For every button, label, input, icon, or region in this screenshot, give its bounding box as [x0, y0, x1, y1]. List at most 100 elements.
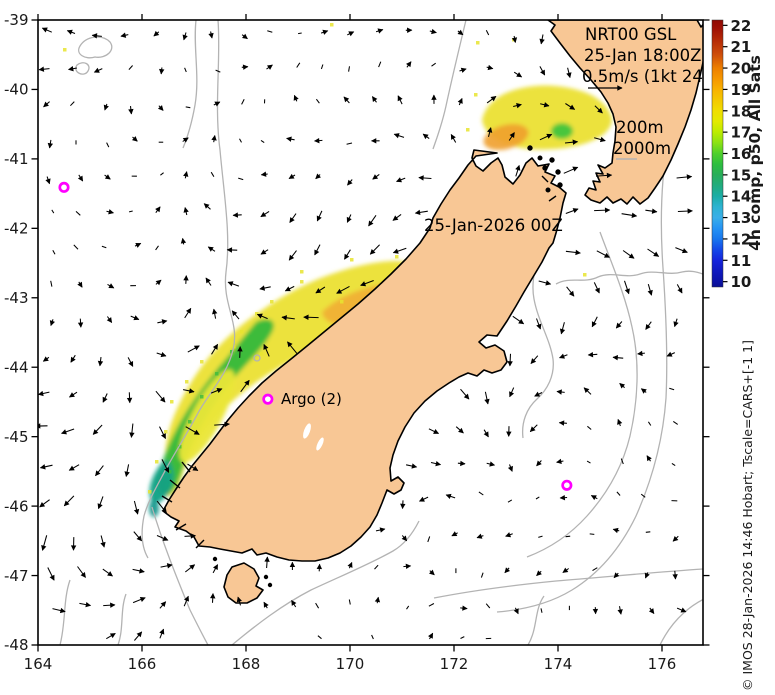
current-vector-arrow	[620, 458, 624, 465]
current-vector-arrow	[156, 351, 167, 358]
isobath-contour	[432, 20, 467, 150]
current-vector-arrow	[592, 567, 598, 572]
current-vector-arrow	[374, 564, 379, 570]
current-vector-arrow	[540, 102, 550, 108]
current-vector-arrow	[451, 531, 458, 537]
colorbar-tick-label: 11	[731, 252, 752, 270]
current-vector-arrow	[187, 345, 200, 353]
current-vector-arrow	[513, 607, 519, 615]
current-vector-arrow	[68, 391, 78, 398]
isobath-contour	[59, 579, 71, 645]
y-tick-label: -44	[4, 358, 29, 376]
current-vector-arrow	[565, 208, 579, 214]
current-vector-arrow	[647, 283, 653, 296]
current-vector-arrow	[348, 66, 351, 72]
current-vector-arrow	[565, 249, 581, 256]
current-vector-arrow	[73, 244, 79, 250]
current-vector-arrow	[227, 281, 240, 287]
current-vector-arrow	[68, 66, 77, 72]
current-vector-arrow	[476, 533, 484, 539]
current-vector-arrow	[156, 500, 167, 514]
current-vector-arrow	[155, 206, 161, 214]
current-vector-arrow	[676, 284, 683, 294]
sst-speckle	[240, 358, 244, 362]
current-vector-arrow	[210, 171, 215, 177]
current-vector-arrow	[215, 69, 221, 73]
current-vector-arrow	[281, 315, 295, 321]
current-vector-arrow	[315, 173, 321, 180]
current-vector-arrow	[185, 106, 191, 109]
colorbar-tick-label: 18	[731, 102, 752, 120]
current-vector-arrow	[457, 29, 464, 36]
current-vector-arrow	[612, 527, 620, 534]
current-vector-arrow	[39, 464, 53, 470]
current-vector-arrow	[130, 315, 140, 321]
current-vector-arrow	[485, 603, 491, 609]
current-vector-arrow	[378, 61, 382, 68]
current-vector-arrow	[263, 601, 269, 609]
current-vector-arrow	[566, 67, 572, 79]
plot-border	[37, 19, 704, 646]
current-vector-arrow	[315, 286, 326, 294]
sst-speckle	[155, 460, 159, 464]
current-vector-arrow	[509, 387, 515, 398]
current-vector-arrow	[459, 67, 467, 73]
current-vector-arrow	[79, 601, 92, 608]
x-tick-label: 168	[232, 655, 261, 673]
current-vector-arrow	[159, 628, 165, 639]
current-vector-arrow	[645, 321, 652, 330]
current-vector-arrow	[211, 135, 217, 143]
current-vector-arrow	[41, 535, 48, 551]
current-vector-arrow	[183, 207, 189, 216]
current-vector-arrow	[565, 103, 576, 110]
sst-speckle	[255, 312, 259, 316]
current-vector-arrow	[406, 61, 412, 68]
sst-swath-cook-strait	[482, 85, 612, 151]
y-tick-label: -39	[4, 11, 29, 29]
current-vector-arrow	[75, 211, 81, 216]
current-vector-arrow	[101, 245, 107, 249]
model-label: NRT00 GSL	[585, 25, 677, 44]
current-vector-arrow	[673, 318, 679, 328]
current-vector-arrow	[594, 136, 606, 143]
current-vector-arrow	[241, 33, 248, 40]
current-vector-arrow	[505, 532, 513, 538]
current-vector-arrow	[558, 420, 567, 426]
current-vector-arrow	[296, 62, 301, 68]
current-vector-arrow	[287, 341, 298, 355]
current-vector-arrow	[455, 426, 464, 434]
isobath-contour	[659, 598, 703, 645]
velocity-scale-label: 0.5m/s (1kt 24h)	[582, 67, 720, 86]
current-vector-arrow	[203, 203, 211, 210]
current-vector-arrow	[161, 459, 170, 473]
current-vector-arrow	[104, 174, 111, 180]
current-vector-arrow	[212, 564, 219, 574]
current-vector-arrow	[418, 496, 429, 502]
current-vector-arrow	[539, 34, 545, 45]
current-vector-arrow	[504, 567, 511, 574]
current-vector-arrow	[212, 308, 218, 319]
current-vector-arrow	[127, 357, 134, 367]
isobath-contour	[527, 595, 545, 645]
current-vector-arrow	[210, 593, 216, 603]
sst-speckle	[340, 300, 344, 304]
current-vector-arrow	[185, 426, 200, 435]
colorbar-tick-label: 20	[731, 60, 752, 78]
current-vector-arrow	[428, 603, 435, 607]
velocity-time-label: 25-Jan 18:00Z	[584, 46, 701, 65]
current-vector-arrow	[303, 314, 319, 320]
current-vector-arrow	[530, 355, 539, 364]
current-vector-arrow	[647, 248, 660, 257]
current-vector-arrow	[511, 35, 518, 43]
current-vector-arrow	[231, 310, 240, 320]
colorbar-tick-label: 21	[731, 38, 752, 56]
current-vector-arrow	[132, 596, 146, 604]
current-vector-arrow	[457, 460, 466, 467]
current-vector-arrow	[52, 250, 56, 255]
current-vector-arrow	[596, 250, 610, 258]
current-vector-arrow	[106, 209, 114, 215]
colorbar-tick-label: 14	[731, 188, 752, 206]
credit-text: © IMOS 28-Jan-2026 14:46 Hobart; Tscale=…	[740, 340, 755, 691]
argo-float-marker	[58, 181, 70, 193]
